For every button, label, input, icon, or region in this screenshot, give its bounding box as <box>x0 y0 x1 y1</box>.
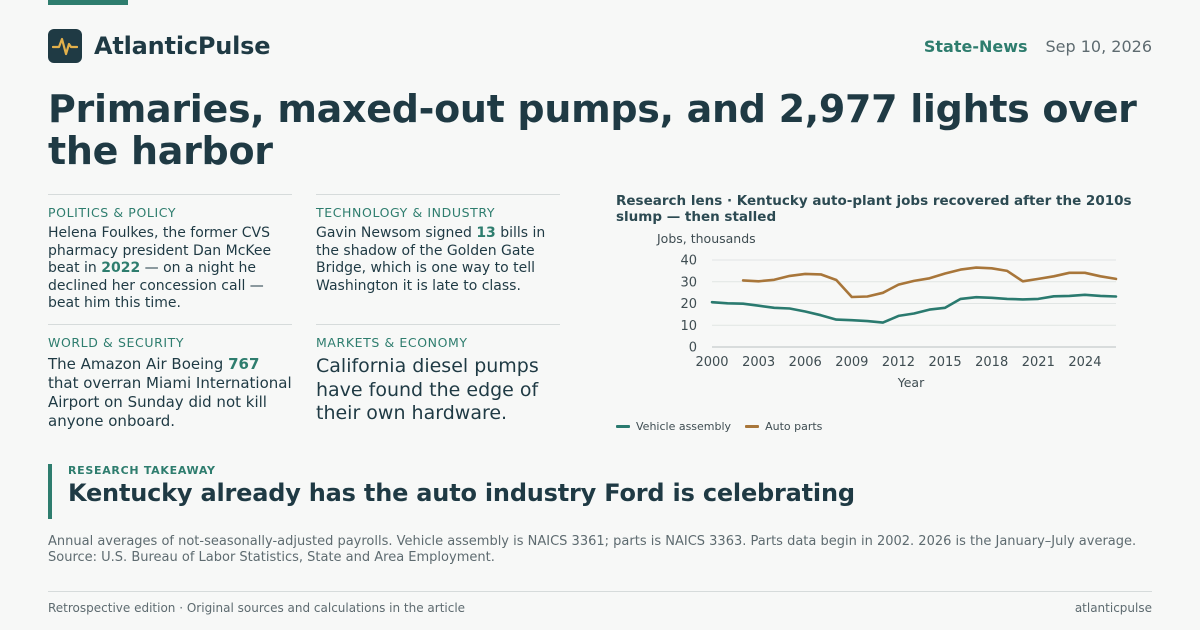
headline: Primaries, maxed-out pumps, and 2,977 li… <box>48 87 1137 173</box>
publish-date: Sep 10, 2026 <box>1045 36 1153 56</box>
series-line-1 <box>741 266 1118 299</box>
story-category: POLITICS & POLICY <box>48 205 177 220</box>
story-text: Helena Foulkes, the former CVS pharmacy … <box>48 225 272 311</box>
footer: Retrospective edition · Original sources… <box>48 591 1152 615</box>
story-markets[interactable]: MARKETS & ECONOMY California diesel pump… <box>316 324 560 426</box>
y-tick-label: 40 <box>680 254 697 269</box>
x-tick-label: 2024 <box>1068 355 1101 370</box>
brand[interactable]: AtlanticPulse <box>48 29 271 63</box>
story-politics[interactable]: POLITICS & POLICY Helena Foulkes, the fo… <box>48 194 292 313</box>
y-tick-label: 30 <box>680 275 697 290</box>
footer-site[interactable]: atlanticpulse <box>1074 601 1152 615</box>
legend-item: Auto parts <box>745 420 822 433</box>
source-note: Annual averages of not-seasonally-adjust… <box>48 534 1137 565</box>
story-text: The Amazon Air Boeing 767 that overran M… <box>48 355 292 430</box>
story-category: TECHNOLOGY & INDUSTRY <box>316 205 496 220</box>
story-category: MARKETS & ECONOMY <box>316 335 468 350</box>
y-tick-label: 20 <box>680 297 697 312</box>
y-tick-label: 10 <box>680 319 697 334</box>
takeaway-kicker: RESEARCH TAKEAWAY <box>68 464 216 477</box>
legend-label: Vehicle assembly <box>636 420 732 433</box>
top-accent-bar <box>48 0 128 5</box>
x-tick-label: 2006 <box>789 355 822 370</box>
footer-edition: Retrospective edition · Original sources… <box>48 601 466 615</box>
x-tick-label: 2018 <box>975 355 1008 370</box>
legend-label: Auto parts <box>765 420 823 433</box>
x-tick-label: 2015 <box>929 355 962 370</box>
story-highlight: 767 <box>228 355 260 373</box>
story-highlight: 2022 <box>101 260 141 276</box>
story-text: Gavin Newsom signed 13 bills in the shad… <box>316 225 546 294</box>
research-takeaway: RESEARCH TAKEAWAY Kentucky already has t… <box>48 464 948 519</box>
chart-title: Research lens · Kentucky auto-plant jobs… <box>616 193 1132 225</box>
x-tick-label: 2003 <box>742 355 775 370</box>
line-chart: 0 10 20 30 40 2000 2003 2006 2009 2012 2015 2018 202… <box>656 231 1118 390</box>
story-highlight: 13 <box>476 225 496 241</box>
header-meta: State-News Sep 10, 2026 <box>924 37 1152 56</box>
legend-item: Vehicle assembly <box>616 420 731 433</box>
x-tick-label: 2000 <box>695 355 728 370</box>
chart-legend: Vehicle assembly Auto parts <box>616 420 822 433</box>
brand-name: AtlanticPulse <box>94 32 271 60</box>
y-axis-label: Jobs, thousands <box>656 231 756 246</box>
takeaway-text: Kentucky already has the auto industry F… <box>68 479 855 507</box>
story-text: California diesel pumps have found the e… <box>316 355 539 424</box>
pulse-wave-icon <box>48 29 82 63</box>
x-tick-label: 2021 <box>1022 355 1055 370</box>
legend-swatch <box>745 425 760 428</box>
section-link[interactable]: State-News <box>923 36 1028 56</box>
story-technology[interactable]: TECHNOLOGY & INDUSTRY Gavin Newsom signe… <box>316 194 560 295</box>
x-tick-label: 2012 <box>882 355 915 370</box>
x-tick-label: 2009 <box>835 355 868 370</box>
story-category: WORLD & SECURITY <box>48 335 185 350</box>
x-axis-label: Year <box>897 375 925 390</box>
legend-swatch <box>616 425 630 428</box>
series-line-0 <box>710 293 1118 324</box>
y-tick-label: 0 <box>689 341 697 356</box>
site-header: AtlanticPulse State-News Sep 10, 2026 <box>48 28 1152 64</box>
story-world[interactable]: WORLD & SECURITY The Amazon Air Boeing 7… <box>48 324 292 431</box>
